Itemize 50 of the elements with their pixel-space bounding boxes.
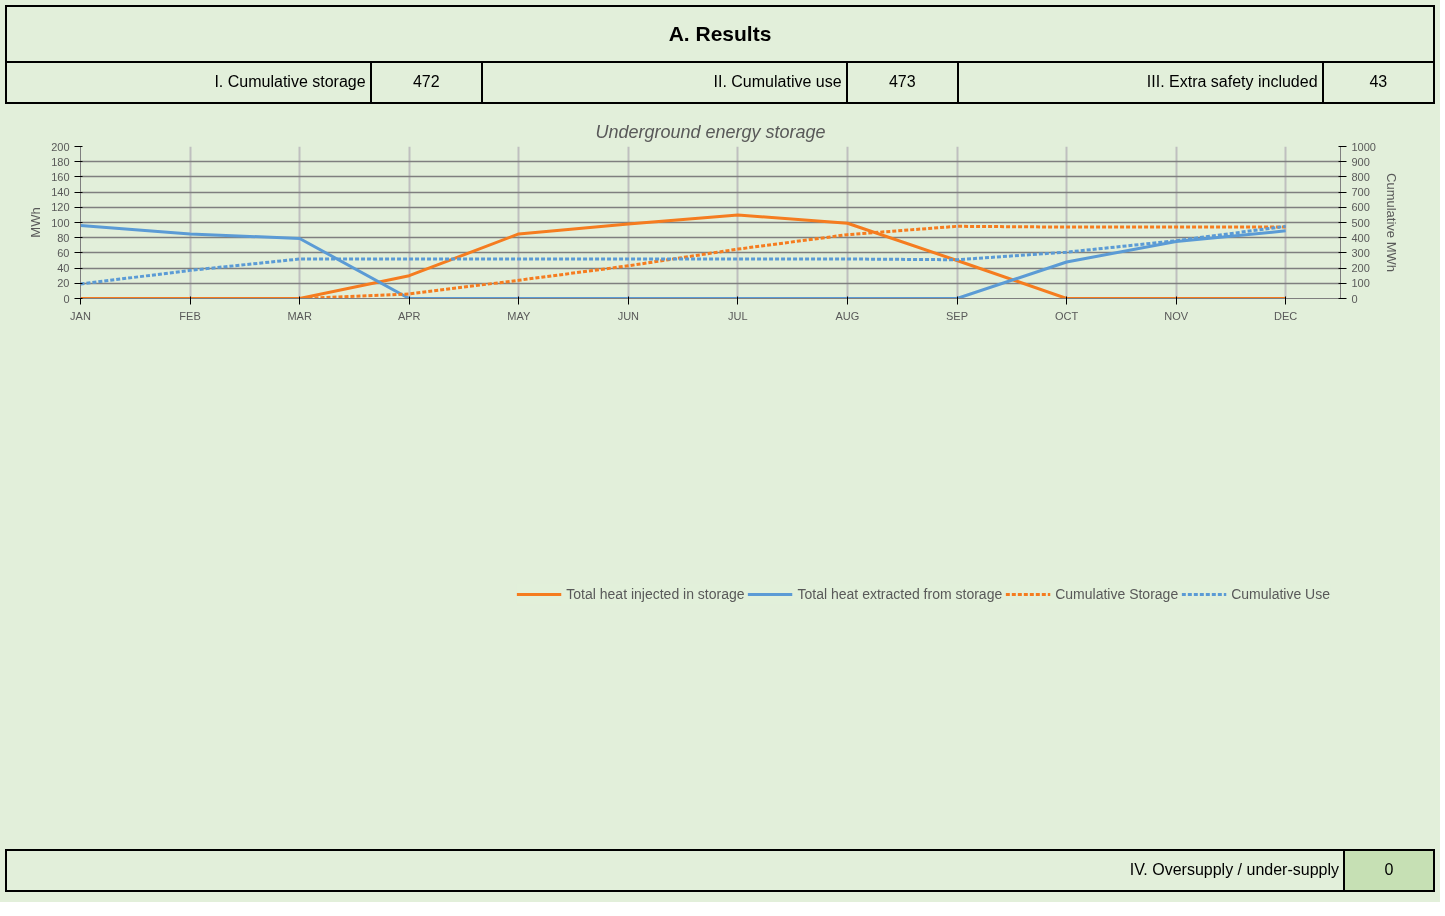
y2-tick-label: 100	[1351, 277, 1370, 290]
y-tick-label: 180	[51, 155, 70, 168]
x-tick-label: JUL	[728, 309, 748, 322]
text: A. Results	[6, 6, 1434, 62]
text: II. Cumulative use	[481, 62, 847, 103]
y-tick-label: 120	[51, 201, 70, 214]
y2-tick-label: 1000	[1351, 140, 1376, 153]
legend-label: Total heat extracted from storage	[797, 585, 1003, 602]
legend-label: Cumulative Use	[1231, 585, 1330, 602]
y-tick-label: 200	[51, 140, 70, 153]
y2-tick-label: 900	[1351, 155, 1370, 168]
y2-tick-label: 300	[1351, 246, 1370, 259]
legend-label: Total heat injected in storage	[566, 585, 745, 602]
y-tick-label: 100	[51, 216, 70, 229]
y2-tick-label: 800	[1351, 170, 1370, 183]
y2-tick-label: 200	[1351, 262, 1370, 275]
x-tick-label: FEB	[179, 309, 201, 322]
text: 43	[1322, 62, 1434, 103]
y-tick-label: 40	[57, 262, 70, 275]
y2-tick-label: 400	[1351, 231, 1370, 244]
y-axis-title: MWh	[28, 207, 44, 238]
y2-tick-label: 0	[1351, 292, 1358, 305]
y-tick-label: 140	[51, 186, 70, 199]
text: 472	[370, 62, 482, 103]
x-tick-label: MAR	[287, 309, 312, 322]
y-tick-label: 60	[57, 246, 70, 259]
y-tick-label: 20	[57, 277, 70, 290]
y2-axis-title: Cumulative MWh	[1383, 173, 1399, 272]
legend-label: Cumulative Storage	[1055, 585, 1179, 602]
x-tick-label: OCT	[1054, 309, 1079, 322]
y2-tick-label: 700	[1351, 186, 1370, 199]
x-tick-label: JAN	[70, 309, 91, 322]
x-tick-label: AUG	[835, 309, 860, 322]
y-tick-label: 160	[51, 170, 70, 183]
x-tick-label: APR	[397, 309, 421, 322]
text: 473	[846, 62, 958, 103]
text: I. Cumulative storage	[6, 62, 371, 103]
y2-tick-label: 600	[1351, 201, 1370, 214]
chart-title: Underground energy storage	[595, 121, 826, 142]
y2-tick-label: 500	[1351, 216, 1370, 229]
x-tick-label: DEC	[1274, 309, 1298, 322]
y-tick-label: 80	[57, 231, 70, 244]
text: 0	[1344, 849, 1434, 891]
x-tick-label: JUN	[617, 309, 640, 322]
x-tick-label: SEP	[946, 309, 969, 322]
text: III. Extra safety included	[957, 62, 1323, 103]
x-tick-label: NOV	[1164, 309, 1189, 322]
x-tick-label: MAY	[507, 309, 531, 322]
text: IV. Oversupply / under-supply	[6, 849, 1344, 891]
y-tick-label: 0	[63, 292, 70, 305]
